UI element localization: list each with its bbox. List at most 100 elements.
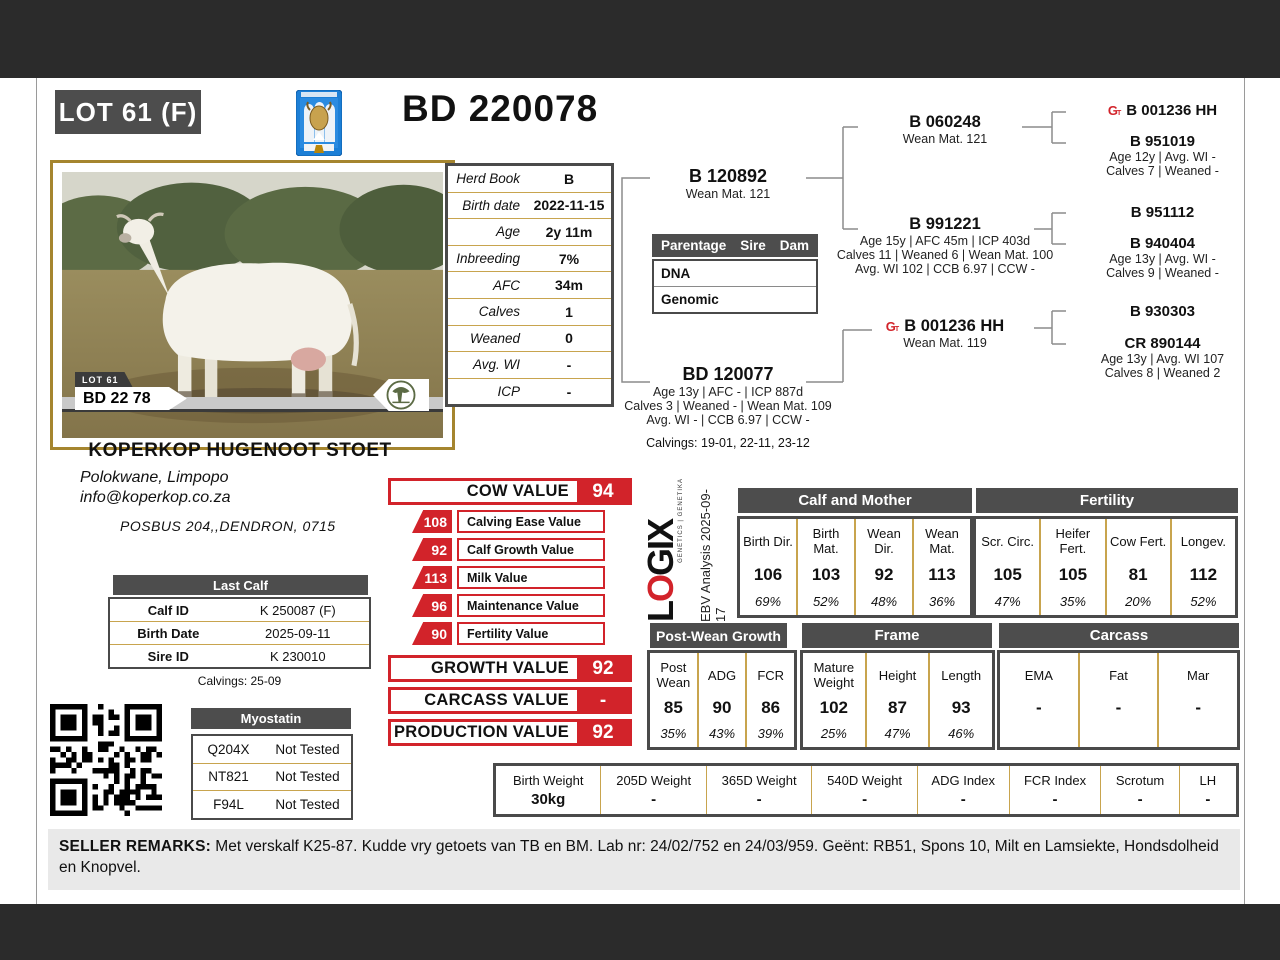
breeder-contact: Polokwane, Limpopo info@koperkop.co.za xyxy=(80,468,231,508)
lot-badge: LOT 61 (F) xyxy=(55,90,201,134)
fertility-value-row: 90 Fertility Value xyxy=(412,622,605,645)
page-title: BD 220078 xyxy=(402,88,599,129)
last-calf-header: Last Calf xyxy=(113,575,368,595)
weights-cell: 365D Weight - xyxy=(705,766,811,814)
production-value-banner: PRODUCTION VALUE 92 xyxy=(388,719,632,746)
calf-growth-value-row: 92 Calf Growth Value xyxy=(412,538,605,561)
ebv-cell: Height 87 47% xyxy=(864,653,929,747)
breeder-location: Polokwane, Limpopo xyxy=(80,469,229,486)
breeder-name: KOPERKOP HUGENOOT STOET xyxy=(88,440,392,461)
page-left-border xyxy=(36,78,37,904)
ebv-cell: Longev. 112 52% xyxy=(1169,519,1235,615)
myostatin-table: Q204X Not Tested NT821 Not Tested F94L Not … xyxy=(191,734,353,820)
weights-cell: LH - xyxy=(1178,766,1236,814)
ebv-cell: FCR 86 39% xyxy=(745,653,794,747)
table-row: Weaned 0 xyxy=(448,324,611,352)
breeder-address: POSBUS 204,,DENDRON, 0715 xyxy=(120,518,336,534)
weights-table: Birth Weight 30kg 205D Weight - 365D Weigh… xyxy=(493,763,1239,817)
ebv-cell: Cow Fert. 81 20% xyxy=(1104,519,1170,615)
ebv-group-header: Carcass xyxy=(999,623,1239,648)
ebv-group-table: EMA - Fat - Mar - xyxy=(997,650,1240,750)
myostatin-header: Myostatin xyxy=(191,708,351,729)
herd-book-table: Herd Book B Birth date 2022-11-15 Age 2y 11… xyxy=(445,163,614,408)
ebv-analysis-date: EBV Analysis 2025-09-17 xyxy=(698,489,728,622)
ebv-group-header: Post-Wean Growth xyxy=(650,623,787,648)
seller-remarks-label: SELLER REMARKS: xyxy=(59,838,211,855)
breed-society-logo-icon xyxy=(295,89,343,157)
last-calf-calvings: Calvings: 25-09 xyxy=(197,674,282,688)
top-letterbox-bar xyxy=(0,0,1280,78)
cow-photo-illustration xyxy=(62,172,443,438)
ebv-cell: Length 93 46% xyxy=(928,653,992,747)
ebv-cell: Heifer Fert. 105 35% xyxy=(1039,519,1104,615)
growth-value-banner: GROWTH VALUE 92 xyxy=(388,655,632,682)
pedigree-node: B 940404 Age 13y | Avg. WI - Calves 9 | … xyxy=(1106,235,1219,280)
calving-ease-value-row: 108 Calving Ease Value xyxy=(412,510,605,533)
seller-remarks: SELLER REMARKS: Met verskalf K25-87. Kud… xyxy=(48,829,1240,890)
pedigree-node: CR 890144 Age 13y | Avg. WI 107 Calves 8… xyxy=(1100,335,1225,380)
pedigree-node: B 991221 Age 15y | AFC 45m | ICP 403d Ca… xyxy=(836,215,1054,276)
ebv-cell: Birth Mat. 103 52% xyxy=(796,519,854,615)
ebv-group-table: Post Wean 85 35% ADG 90 43% FCR 86 39% xyxy=(647,650,797,750)
animal-photo: LOT 61 BD 22 78 xyxy=(62,172,443,438)
tree-emblem-icon xyxy=(386,380,416,410)
pedigree-dam: BD 120077 Age 13y | AFC - | ICP 887d Cal… xyxy=(618,364,838,450)
ebv-cell: Scr. Circ. 105 47% xyxy=(981,533,1034,610)
ebv-group-table: Scr. Circ. 105 47% Heifer Fert. 105 35% Cow … xyxy=(973,516,1238,618)
lot-number: LOT 61 (F) xyxy=(58,96,198,127)
photo-ear-tag-banner: BD 22 78 xyxy=(75,387,187,410)
table-row: Genomic xyxy=(654,286,816,312)
ebv-group-table: Mature Weight 102 25% Height 87 47% Length 93… xyxy=(800,650,995,750)
animal-photo-frame: LOT 61 BD 22 78 xyxy=(50,160,455,450)
logix-logo: L O GIX GENETICS | GENETIKA xyxy=(640,478,684,622)
ebv-cell: Fat - xyxy=(1077,653,1158,747)
weights-cell: FCR Index - xyxy=(1008,766,1101,814)
table-row: DNA xyxy=(661,266,691,281)
table-row: Inbreeding 7% xyxy=(448,244,611,272)
pedigree-sire: B 120892 Wean Mat. 121 xyxy=(685,166,771,201)
ebv-cell: Mature Weight 102 25% xyxy=(813,660,855,741)
table-row: AFC 34m xyxy=(448,271,611,298)
ebv-group-header: Fertility xyxy=(976,488,1238,513)
weights-cell: 205D Weight - xyxy=(600,766,705,814)
table-row: Herd Book B xyxy=(456,170,575,187)
table-row: ICP - xyxy=(448,377,611,405)
ebv-group-header: Calf and Mother xyxy=(738,488,972,513)
table-row: Birth date 2022-11-15 xyxy=(448,191,611,219)
bottom-letterbox-bar xyxy=(0,904,1280,960)
parentage-header: Parentage Sire Dam xyxy=(652,234,818,257)
weights-cell: Scrotum - xyxy=(1100,766,1178,814)
ebv-cell: Birth Dir. 106 69% xyxy=(743,533,793,610)
table-row: Sire ID K 230010 xyxy=(110,644,369,667)
ebv-cell: ADG 90 43% xyxy=(696,653,746,747)
milk-value-row: 113 Milk Value xyxy=(412,566,605,589)
ebv-cell: Post Wean 85 35% xyxy=(656,660,691,741)
weights-cell: Birth Weight 30kg xyxy=(512,772,584,808)
ebv-cell: EMA - xyxy=(1024,667,1053,718)
dam-calvings: Calvings: 19-01, 22-11, 23-12 xyxy=(646,436,810,450)
breed-society-logo xyxy=(295,89,343,157)
pedigree-node: B 930303 xyxy=(1129,303,1196,320)
ebv-cell: Wean Mat. 113 36% xyxy=(912,519,970,615)
maintenance-value-row: 96 Maintenance Value xyxy=(412,594,605,617)
table-row: Calves 1 xyxy=(448,297,611,325)
cow-value-banner: COW VALUE 94 xyxy=(388,478,632,505)
table-row: Age 2y 11m xyxy=(448,218,611,245)
breeder-email: info@koperkop.co.za xyxy=(80,489,231,506)
pedigree-node: B 951112 xyxy=(1130,204,1195,221)
carcass-value-banner: CARCASS VALUE - xyxy=(388,687,632,714)
ebv-group-header: Frame xyxy=(802,623,992,648)
weights-cell: ADG Index - xyxy=(916,766,1009,814)
qr-code xyxy=(50,704,162,816)
weights-cell: 540D Weight - xyxy=(811,766,916,814)
ebv-cell: Wean Dir. 92 48% xyxy=(854,519,912,615)
table-row: Birth Date 2025-09-11 xyxy=(110,621,369,644)
parentage-table: DNA Genomic xyxy=(652,259,818,314)
page-right-border xyxy=(1244,78,1245,904)
pedigree-node: B 951019 Age 12y | Avg. WI - Calves 7 | … xyxy=(1106,133,1219,178)
last-calf-table: Calf ID K 250087 (F) Birth Date 2025-09-11… xyxy=(108,597,371,669)
